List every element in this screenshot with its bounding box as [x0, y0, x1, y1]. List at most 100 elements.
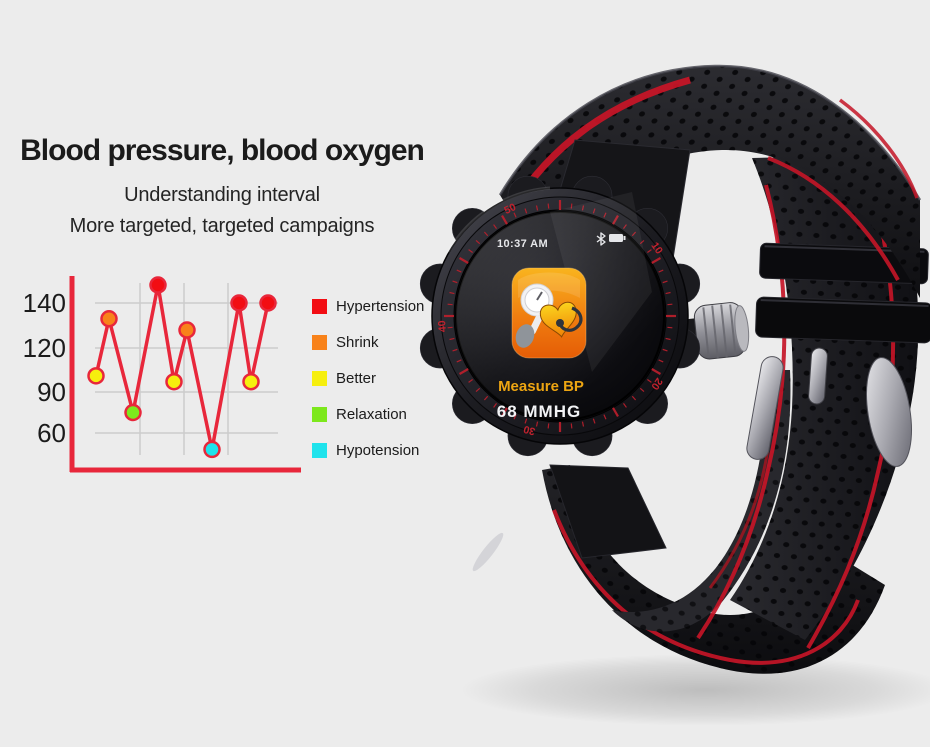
legend-swatch-shrink: [312, 335, 327, 350]
subtitle-line-2: More targeted, targeted campaigns: [69, 215, 375, 237]
bezel-tick: [524, 208, 528, 214]
legend-label-better: Better: [336, 370, 377, 387]
bezel-tick: [452, 280, 458, 284]
bezel-tick: [547, 423, 550, 429]
stethoscope-glyph: [556, 306, 583, 332]
strap-buckle: [746, 347, 912, 467]
strap-stitch-red: [838, 98, 919, 199]
bezel-tick: [639, 239, 645, 245]
bezel-tick: [493, 224, 498, 229]
bezel-numeral: 40: [436, 320, 449, 333]
y-axis-tick-label: 140: [23, 288, 66, 318]
legend-label-hypertension: Hypertension: [336, 298, 425, 315]
bezel-numeral: 30: [522, 423, 537, 438]
watch-case: 10 20 30 40 50 10:37 AM: [419, 175, 701, 457]
bezel-tick: [658, 269, 664, 273]
bp-gauge-glyph: [515, 283, 554, 348]
bluetooth-icon: [596, 232, 606, 246]
bezel-tick: [501, 214, 508, 225]
bezel-tick: [501, 407, 508, 418]
bezel-tick: [651, 368, 662, 375]
bezel-tick: [581, 421, 585, 427]
bezel-tick: [631, 231, 637, 237]
bezel-tick: [662, 348, 668, 352]
bezel-tick: [513, 414, 517, 420]
bezel-tick: [667, 326, 673, 329]
legend-label-shrink: Shrink: [336, 334, 379, 351]
bezel-tick: [452, 348, 458, 352]
legend-item-hypertension: Hypertension: [312, 298, 425, 315]
data-point-hypertension: [230, 294, 248, 312]
strap-stitch-red: [767, 156, 900, 281]
buckle-prong: [808, 347, 828, 405]
smartwatch-image: 10 20 30 40 50 10:37 AM: [419, 64, 930, 726]
bezel-tick: [647, 249, 652, 254]
bezel-tick: [458, 257, 469, 264]
bezel-numeral: 50: [502, 201, 518, 217]
legend-swatch-hypotension: [312, 443, 327, 458]
buckle-tip-highlight: [472, 532, 504, 572]
strap-stitch-red: [552, 509, 860, 665]
bezel-tick: [658, 359, 664, 363]
bezel-tick: [622, 224, 627, 229]
bezel-tick: [651, 257, 662, 264]
data-point-hypotension: [203, 440, 221, 459]
legend-item-hypotension: Hypotension: [312, 442, 424, 459]
bezel-tick: [475, 239, 481, 245]
measure-bp-app-icon: [511, 267, 587, 359]
bezel-tick: [570, 203, 573, 209]
screen-app-label: Measure BP: [498, 378, 584, 395]
bezel-tick: [639, 387, 645, 393]
bezel-tick: [603, 212, 607, 218]
bezel-tick: [449, 337, 455, 341]
data-point-relaxation: [124, 403, 142, 422]
bezel-tick-ring: [444, 200, 676, 432]
bp-line-chart: 140 120 90 60: [23, 276, 301, 473]
bezel-tick: [483, 395, 489, 401]
bezel-tick: [592, 208, 596, 214]
watch-lug-bottom: [549, 464, 667, 559]
screen-time: 10:37 AM: [497, 238, 548, 250]
watch-shadow: [460, 654, 930, 726]
y-axis-tick-label: 120: [23, 333, 66, 363]
bezel-tick: [513, 212, 517, 218]
bezel-tick: [456, 359, 462, 363]
bezel-tick: [622, 403, 627, 408]
bezel-tick: [468, 378, 473, 383]
bezel-tick: [535, 421, 539, 427]
bezel-tick: [456, 269, 462, 273]
bezel-tick: [570, 423, 573, 429]
y-axis-tick-label: 60: [37, 418, 66, 448]
bp-series-line: [94, 283, 270, 452]
bezel-tick: [547, 203, 550, 209]
bezel-tick: [662, 280, 668, 284]
bezel-tick: [581, 205, 585, 211]
bezel-tick: [592, 418, 596, 424]
legend-swatch-relaxation: [312, 407, 327, 422]
screen-bp-reading: 68 MMHG: [497, 402, 581, 421]
legend-item-better: Better: [312, 370, 424, 387]
bezel-tick: [665, 337, 671, 341]
headline-block: Blood pressure, blood oxygen Understandi…: [6, 134, 438, 242]
watch-screen: 10:37 AM: [455, 192, 665, 421]
bezel-tick: [475, 387, 481, 393]
bezel-tick: [449, 291, 455, 295]
bezel-tick: [468, 249, 473, 254]
bezel-tick: [524, 418, 528, 424]
bezel-tick: [667, 303, 673, 306]
bezel-tick: [603, 414, 607, 420]
legend-label-hypotension: Hypotension: [336, 442, 420, 459]
bezel-tick: [493, 403, 498, 408]
bezel-tick: [631, 395, 637, 401]
bezel-tick: [447, 326, 453, 329]
legend-item-shrink: Shrink: [312, 334, 424, 351]
legend-swatch-hypertension: [312, 299, 327, 314]
bezel-tick: [483, 231, 489, 237]
y-axis-tick-label: 90: [37, 377, 66, 407]
chart-legend: Hypertension Shrink Better Relaxation Hy…: [312, 298, 425, 479]
bezel-tick: [535, 205, 539, 211]
page-title: Blood pressure, blood oxygen: [20, 134, 425, 167]
bezel-tick: [647, 378, 652, 383]
legend-swatch-better: [312, 371, 327, 386]
